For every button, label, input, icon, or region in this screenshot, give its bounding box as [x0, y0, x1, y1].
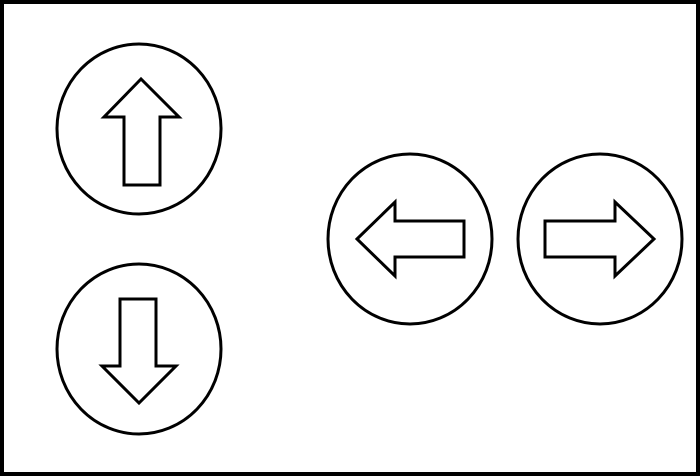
down-button-svg	[55, 262, 223, 436]
right-arrow-button[interactable]	[516, 152, 684, 326]
arrow-left-icon	[354, 198, 466, 280]
up-button-svg	[55, 42, 223, 216]
right-button-svg	[516, 152, 684, 326]
left-arrow-button[interactable]	[326, 152, 494, 326]
up-arrow-button[interactable]	[55, 42, 223, 216]
arrow-right-icon	[543, 198, 657, 280]
down-arrow-button[interactable]	[55, 262, 223, 436]
arrow-up-icon	[100, 76, 183, 187]
arrow-down-icon	[98, 297, 180, 406]
left-button-svg	[326, 152, 494, 326]
